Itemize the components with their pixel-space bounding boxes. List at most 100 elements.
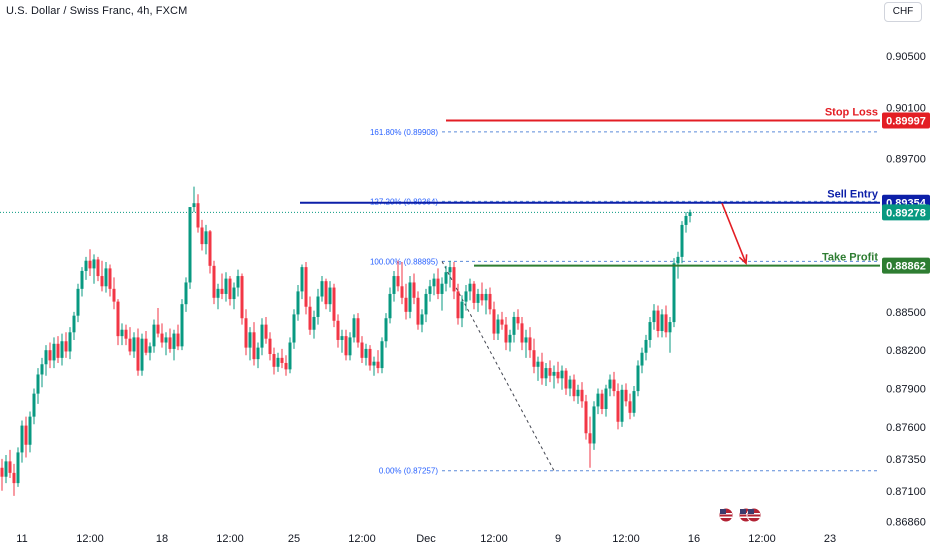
candle-up — [76, 288, 80, 316]
candle-down — [124, 329, 128, 339]
candle-up — [180, 304, 184, 347]
candle-down — [8, 461, 12, 473]
candle-up — [560, 370, 564, 379]
candle-up — [320, 281, 324, 297]
candle-down — [540, 361, 544, 379]
level-price-tag-bg — [882, 112, 930, 129]
y-tick-label: 0.87900 — [886, 384, 926, 396]
candle-down — [264, 324, 268, 339]
candle-up — [496, 319, 500, 334]
candle-down — [416, 297, 420, 325]
candle-down — [532, 350, 536, 367]
candle-up — [256, 347, 260, 360]
x-tick-label: 12:00 — [612, 533, 640, 545]
candle-down — [168, 337, 172, 349]
y-tick-label: 0.89700 — [886, 153, 926, 165]
x-tick-label: 12:00 — [348, 533, 376, 545]
fibonacci-layer: 161.80% (0.89908)127.20% (0.89364)100.00… — [0, 128, 880, 476]
candle-up — [512, 316, 516, 335]
candle-up — [464, 291, 468, 302]
candle-down — [24, 425, 28, 445]
candle-up — [420, 314, 424, 325]
candle-down — [580, 389, 584, 402]
candle-down — [228, 278, 232, 300]
us-flag-icon — [746, 507, 762, 523]
candle-down — [176, 333, 180, 347]
annotation-layer: Stop Loss Sell Entry Take Profit — [300, 107, 880, 523]
candle-up — [680, 224, 684, 257]
candle-down — [452, 267, 456, 292]
candle-up — [340, 336, 344, 340]
candle-up — [468, 283, 472, 292]
candle-down — [404, 297, 408, 312]
candle-up — [672, 263, 676, 323]
currency-button[interactable]: CHF — [884, 2, 922, 22]
candle-up — [352, 318, 356, 338]
candle-up — [644, 339, 648, 353]
fib-level-label: 100.00% (0.88895) — [370, 257, 438, 266]
current-price-tag-text: 0.89278 — [886, 207, 926, 219]
candle-down — [624, 389, 628, 402]
candle-down — [556, 371, 560, 379]
candle-up — [184, 282, 188, 305]
candle-up — [72, 315, 76, 333]
candle-up — [576, 389, 580, 397]
candle-down — [412, 282, 416, 298]
candle-up — [60, 341, 64, 358]
candle-up — [524, 337, 528, 343]
candle-up — [484, 293, 488, 301]
candle-down — [284, 362, 288, 370]
candle-up — [372, 361, 376, 366]
candle-down — [588, 433, 592, 444]
x-tick-label: 25 — [288, 533, 300, 545]
down-arrow-shaft — [721, 202, 747, 264]
candle-up — [424, 293, 428, 315]
candle-down — [212, 265, 216, 298]
candle-up — [140, 338, 144, 371]
candle-up — [120, 329, 124, 337]
candle-up — [148, 346, 152, 353]
candle-down — [48, 350, 52, 361]
candle-up — [20, 425, 24, 453]
x-tick-label: Dec — [416, 533, 436, 545]
candle-down — [400, 286, 404, 298]
candle-down — [128, 338, 132, 352]
candle-down — [628, 401, 632, 413]
candle-down — [436, 278, 440, 294]
y-tick-label: 0.88500 — [886, 307, 926, 319]
candle-up — [428, 286, 432, 294]
candle-up — [92, 259, 96, 269]
candle-down — [600, 393, 604, 409]
candle-down — [136, 337, 140, 371]
flag-stripe — [740, 516, 752, 518]
candle-up — [40, 364, 44, 375]
candle-down — [376, 361, 380, 369]
candle-down — [196, 203, 200, 228]
candle-up — [188, 207, 192, 283]
current-price-tag: 0.89278 — [882, 204, 930, 221]
candle-up — [688, 212, 692, 216]
x-tick-label: 12:00 — [216, 533, 244, 545]
x-tick-label: 12:00 — [748, 533, 776, 545]
candle-up — [164, 337, 168, 343]
candle-down — [108, 268, 112, 289]
flag-canton — [748, 509, 754, 514]
candle-up — [224, 278, 228, 294]
candle-up — [152, 324, 156, 347]
candle-up — [84, 260, 88, 271]
flag-stripe — [748, 516, 760, 518]
candle-down — [480, 293, 484, 301]
candle-up — [392, 276, 396, 294]
down-arrow-head — [738, 254, 748, 265]
candle-down — [12, 472, 16, 484]
candle-down — [356, 318, 360, 343]
candle-up — [132, 337, 136, 352]
x-tick-label: 9 — [555, 533, 561, 545]
candle-up — [172, 333, 176, 349]
flag-stripe — [720, 516, 732, 518]
candle-down — [200, 227, 204, 245]
candle-down — [516, 316, 520, 324]
x-tick-label: 18 — [156, 533, 168, 545]
y-tick-label: 0.90100 — [886, 102, 926, 114]
